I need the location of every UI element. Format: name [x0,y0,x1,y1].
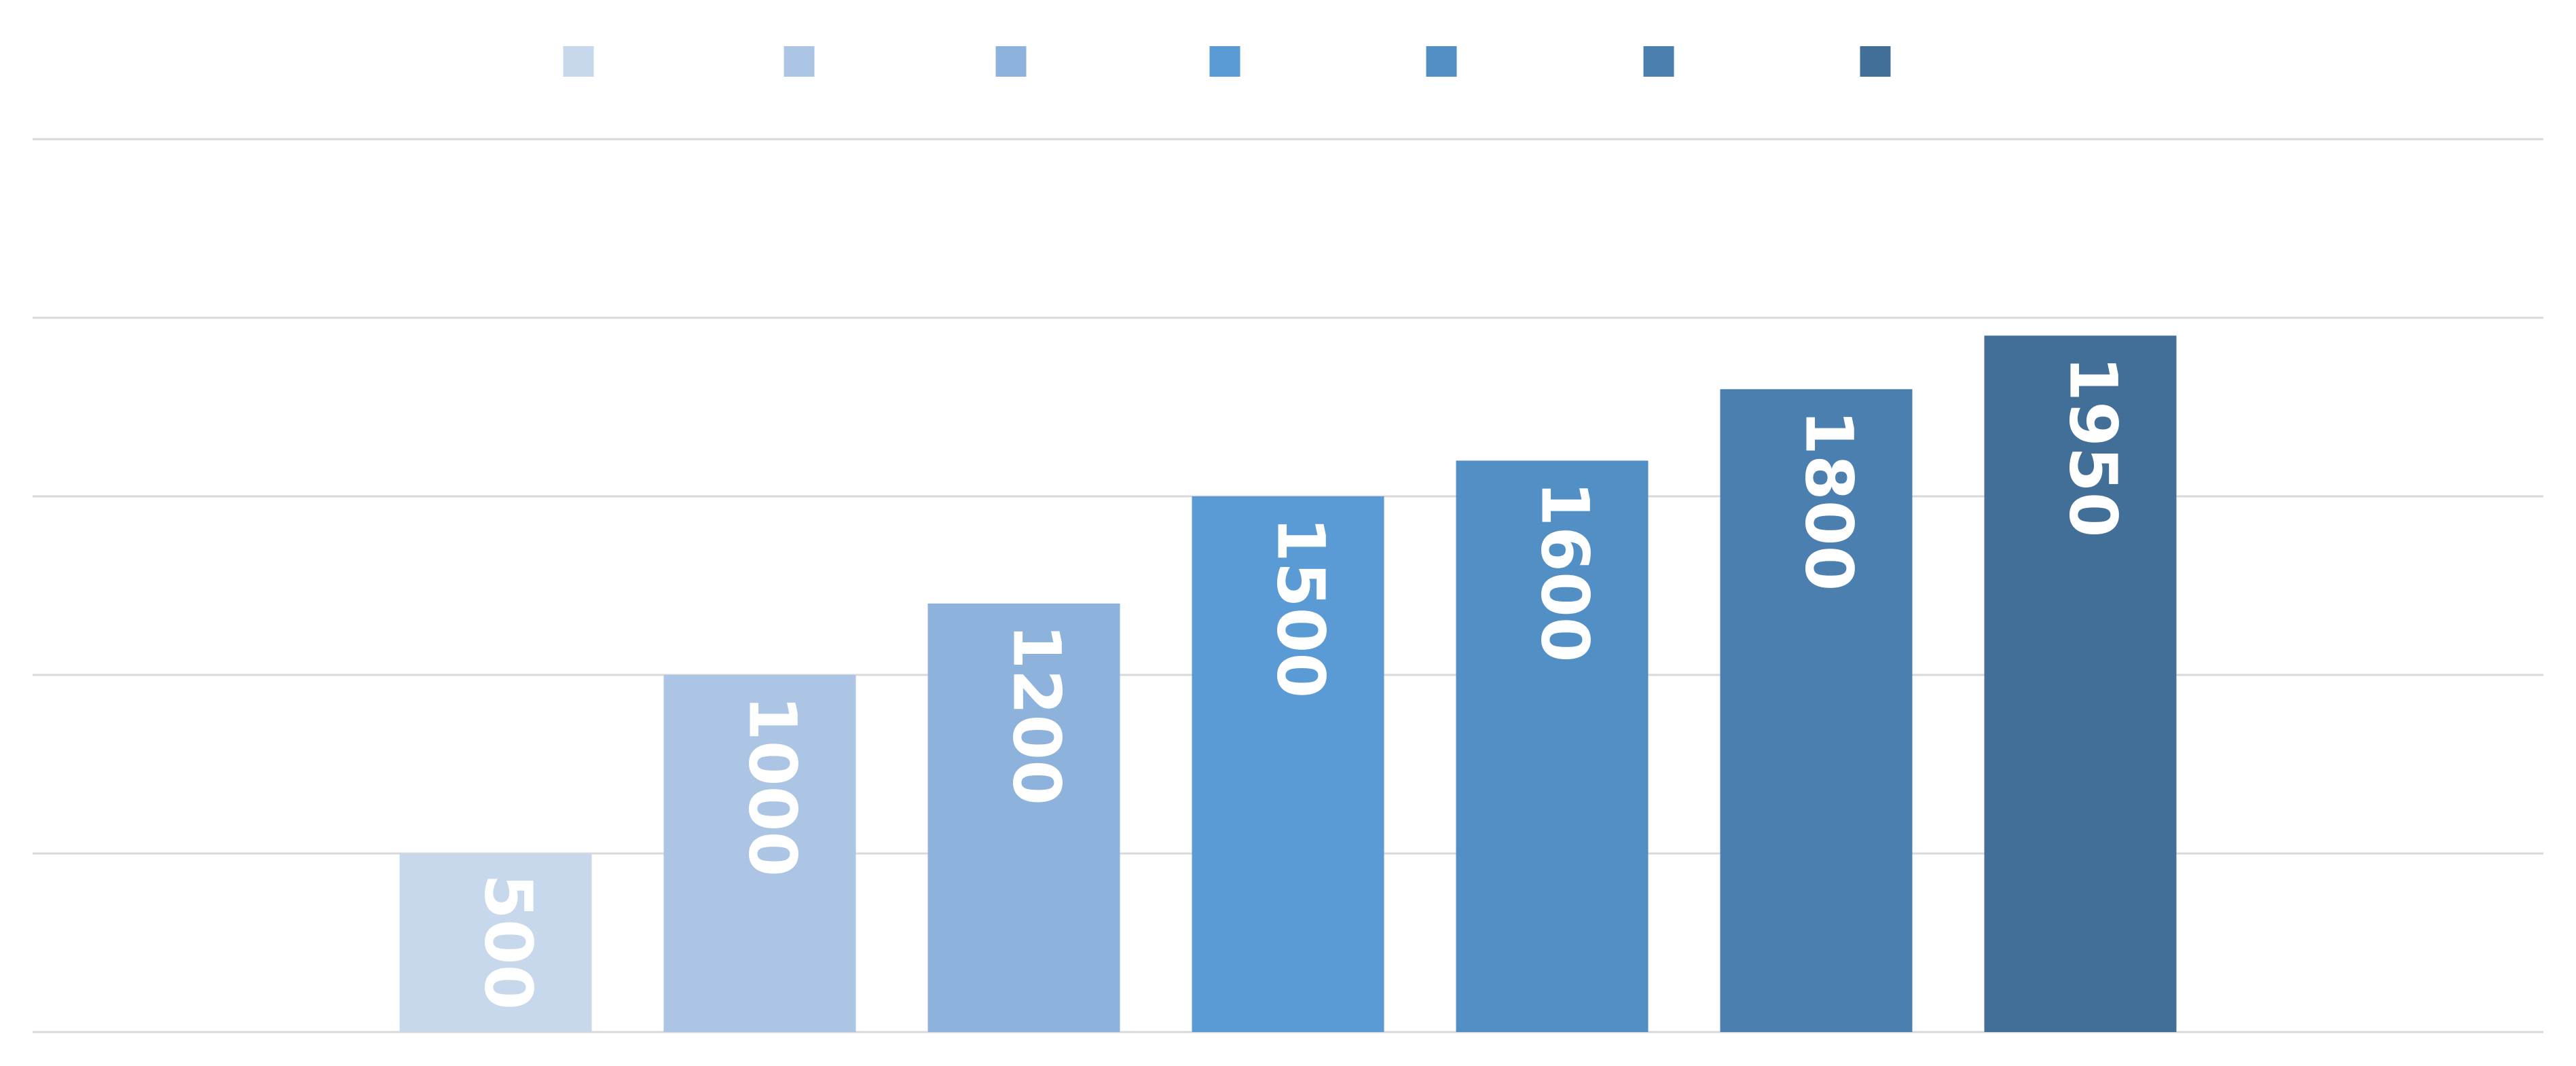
bar [663,675,856,1032]
legend [563,46,1891,77]
bar [927,603,1120,1032]
data-labels: 500 1000 1200 1500 1600 1800 1950 [471,356,2131,1010]
bar [1720,389,1913,1032]
legend-swatch [563,46,594,77]
bar-data-label: 1800 [1791,409,1867,591]
legend-swatch [1209,46,1240,77]
legend-swatch [1643,46,1674,77]
bars [399,335,2177,1032]
bar [1984,335,2177,1032]
legend-swatch [1426,46,1457,77]
bar-data-label: 1000 [735,695,811,877]
bar [1456,460,1649,1032]
bar-data-label: 500 [471,874,547,1010]
bar [1192,496,1384,1032]
legend-swatch [995,46,1027,77]
bar-data-label: 1600 [1527,481,1603,662]
bar-data-label: 1200 [999,624,1075,805]
bar [399,853,592,1032]
bar-data-label: 1950 [2055,356,2131,537]
legend-swatch [1860,46,1891,77]
bar-data-label: 1500 [1263,517,1339,698]
legend-swatch [784,46,815,77]
